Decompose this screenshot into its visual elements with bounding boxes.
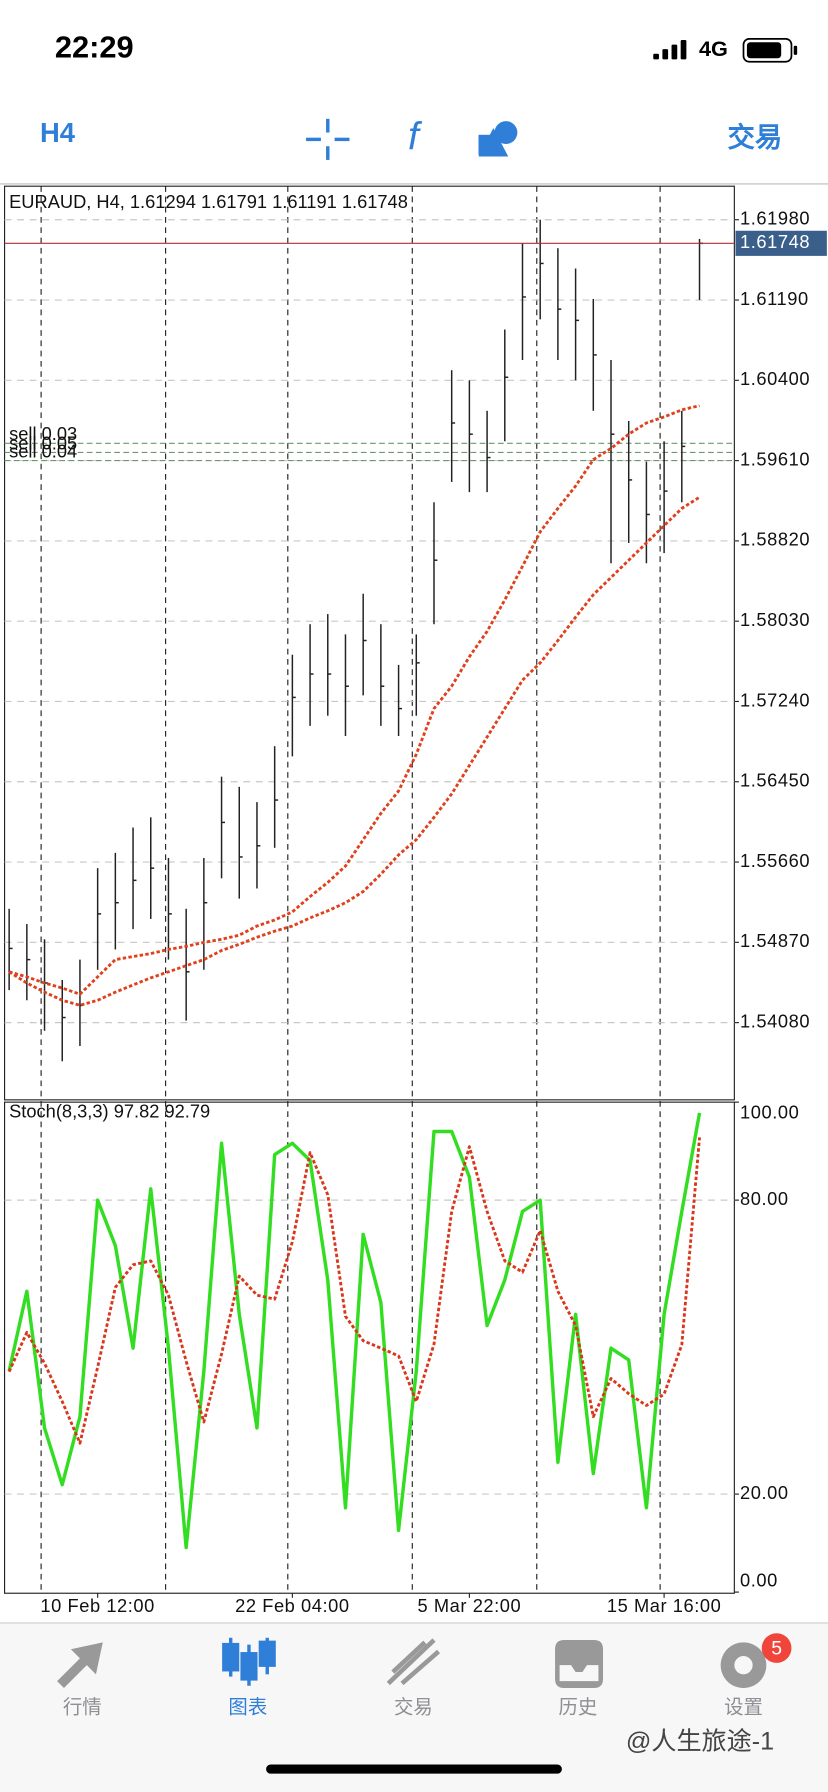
trade-button[interactable]: 交易 xyxy=(728,122,783,153)
y-tick-label: 1.61190 xyxy=(740,288,809,309)
tab-label[interactable]: 行情 xyxy=(63,1697,102,1719)
x-tick-label: 22 Feb 04:00 xyxy=(235,1595,350,1616)
chart-layer: 1.61980 1.61190 1.60400 1.59610 1.58820 1.580… xyxy=(4,186,827,1616)
crosshair-button[interactable] xyxy=(306,118,350,160)
y-tick-label: 1.57240 xyxy=(740,689,810,710)
y-tick-label: 1.61980 xyxy=(740,208,810,229)
status-time: 22:29 xyxy=(55,29,134,64)
signal-icon xyxy=(653,40,687,60)
trade-icon[interactable] xyxy=(386,1638,441,1686)
battery-icon xyxy=(742,38,798,63)
y-tick-label: 1.54870 xyxy=(740,930,810,951)
price-panel xyxy=(3,185,735,1101)
home-indicator xyxy=(266,1764,562,1774)
y-tick-label: 100.00 xyxy=(740,1101,799,1122)
y-tick-label: 0.00 xyxy=(740,1570,778,1591)
y-tick-label: 1.56450 xyxy=(740,770,810,791)
tab-badge-count: 5 xyxy=(771,1637,782,1659)
order-label: sell 0.05 xyxy=(9,432,77,453)
x-tick-label: 5 Mar 22:00 xyxy=(418,1595,522,1616)
y-tick-label: 1.54080 xyxy=(740,1010,810,1031)
price-chart-title: EURAUD, H4, 1.61294 1.61791 1.61191 1.61… xyxy=(9,191,408,212)
y-tick-label: 1.58030 xyxy=(740,609,810,630)
stoch-panel xyxy=(3,1101,735,1594)
series-line xyxy=(7,1112,702,1550)
y-tick-label: 1.58820 xyxy=(740,529,810,550)
order-label: sell 0.04 xyxy=(9,440,77,461)
y-tick-label: 1.55660 xyxy=(740,850,810,871)
x-tick-label: 15 Mar 16:00 xyxy=(607,1595,721,1616)
stoch-title: Stoch(8,3,3) 97.82 92.79 xyxy=(9,1100,210,1121)
order-label: sell 0.03 xyxy=(9,423,77,444)
y-tick-label: 80.00 xyxy=(740,1188,789,1209)
timeframe-button[interactable]: H4 xyxy=(40,117,76,148)
status-network: 4G xyxy=(699,36,728,61)
settings-icon[interactable] xyxy=(720,1642,767,1689)
tab-label[interactable]: 交易 xyxy=(394,1697,433,1719)
tab-label[interactable]: 设置 xyxy=(724,1697,763,1719)
current-price-box xyxy=(735,230,827,256)
watermark: @人生旅途-1 xyxy=(626,1727,774,1755)
series-line xyxy=(7,1137,701,1445)
objects-button[interactable] xyxy=(478,121,518,157)
series-line xyxy=(8,495,701,1007)
tab-label[interactable]: 图表 xyxy=(228,1697,267,1719)
tab-labels: 行情 图表 交易 历史 设置 5 xyxy=(63,1633,792,1719)
quotes-icon[interactable] xyxy=(57,1642,103,1689)
y-tick-label: 20.00 xyxy=(740,1482,789,1503)
x-tick-label: 10 Feb 12:00 xyxy=(40,1595,155,1616)
y-tick-label: 1.59610 xyxy=(740,448,810,469)
tab-label[interactable]: 历史 xyxy=(558,1697,597,1719)
y-tick-label: 1.60400 xyxy=(740,368,810,389)
series-line xyxy=(8,404,700,996)
tab-badge xyxy=(761,1633,792,1663)
chart-icon[interactable] xyxy=(222,1637,276,1686)
history-icon[interactable] xyxy=(555,1640,604,1689)
current-price-label: 1.61748 xyxy=(740,231,810,252)
